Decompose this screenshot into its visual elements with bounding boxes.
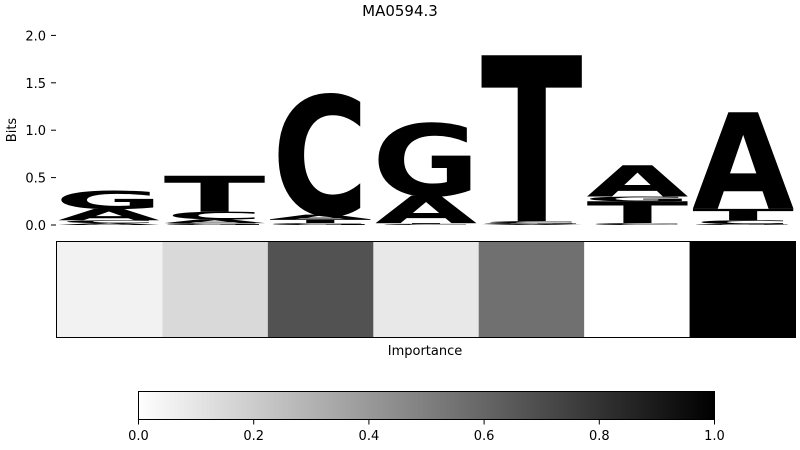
logo-letter-c: C <box>166 210 263 222</box>
y-axis-label: Bits <box>5 118 20 143</box>
heatmap-cell <box>478 242 585 337</box>
colorbar-tick-label: 1.0 <box>704 429 725 444</box>
y-tick-label: 2.0 <box>25 29 46 44</box>
logo-letter-c: C <box>589 223 686 226</box>
colorbar: 0.0 0.2 0.4 0.6 0.8 1.0 <box>128 391 725 444</box>
logo-panel: MA0594.3 Bits 0.0 0.5 1.0 1.5 2.0 ACAGGA… <box>5 2 797 276</box>
logo-letter-t: T <box>375 223 477 225</box>
logo-letter-g: G <box>266 223 374 226</box>
logo-letter-g: G <box>583 195 691 203</box>
logo-letter-a: A <box>692 86 794 240</box>
heatmap-cell <box>373 242 480 337</box>
colorbar-tick-label: 0.6 <box>474 429 495 444</box>
logo-letter-c: C <box>483 221 580 224</box>
heatmap-x-label: Importance <box>388 344 463 359</box>
heatmap-cell <box>584 242 691 337</box>
colorbar-tick-label: 0.0 <box>128 429 149 444</box>
logo-letter-t: T <box>481 11 583 276</box>
colorbar-frame <box>138 391 715 420</box>
chart-title: MA0594.3 <box>362 2 438 20</box>
logo-letter-t: T <box>587 196 689 231</box>
importance-panel: Importance <box>56 241 796 359</box>
colorbar-ticks: 0.0 0.2 0.4 0.6 0.8 1.0 <box>128 419 725 444</box>
heatmap-cell <box>162 242 269 337</box>
y-tick-label: 1.5 <box>25 77 46 92</box>
logo-letter-a: A <box>586 157 688 207</box>
colorbar-tick-label: 0.8 <box>589 429 610 444</box>
heatmap-cell <box>267 242 374 337</box>
logo-letter-g: G <box>689 224 797 226</box>
logo-letter-a: A <box>481 224 583 226</box>
logo-letter-g: G <box>372 105 480 220</box>
colorbar-gradient <box>138 391 714 419</box>
logo-letter-g: G <box>478 223 586 225</box>
heatmap-cells <box>57 242 796 337</box>
logo-letter-t: T <box>269 218 371 224</box>
colorbar-tick-label: 0.4 <box>359 429 380 444</box>
colorbar-tick-label: 0.2 <box>243 429 264 444</box>
logo-letter-t: T <box>692 206 794 224</box>
logo-letter-c: C <box>378 224 475 226</box>
heatmap-cell <box>689 242 796 337</box>
logo-letter-g: G <box>160 223 268 226</box>
logo-letter-a: A <box>164 218 266 224</box>
logo-letter-a: A <box>58 223 160 226</box>
y-tick-label: 0.5 <box>25 172 46 187</box>
y-ticks: 0.0 0.5 1.0 1.5 2.0 <box>25 29 56 234</box>
y-tick-label: 1.0 <box>25 124 46 139</box>
y-tick-label: 0.0 <box>25 219 46 234</box>
heatmap-frame <box>56 241 796 338</box>
logo-letter-g: G <box>55 186 163 215</box>
logo-letter-a: A <box>269 213 371 221</box>
logo-letter-c: C <box>272 64 369 255</box>
logo-letter-t: T <box>164 166 266 223</box>
logo-letter-c: C <box>60 219 157 224</box>
logo-letter-a: A <box>375 188 477 232</box>
heatmap-cell <box>57 242 164 337</box>
logo-letter-c: C <box>695 219 792 225</box>
logo-letter-a: A <box>58 206 161 224</box>
